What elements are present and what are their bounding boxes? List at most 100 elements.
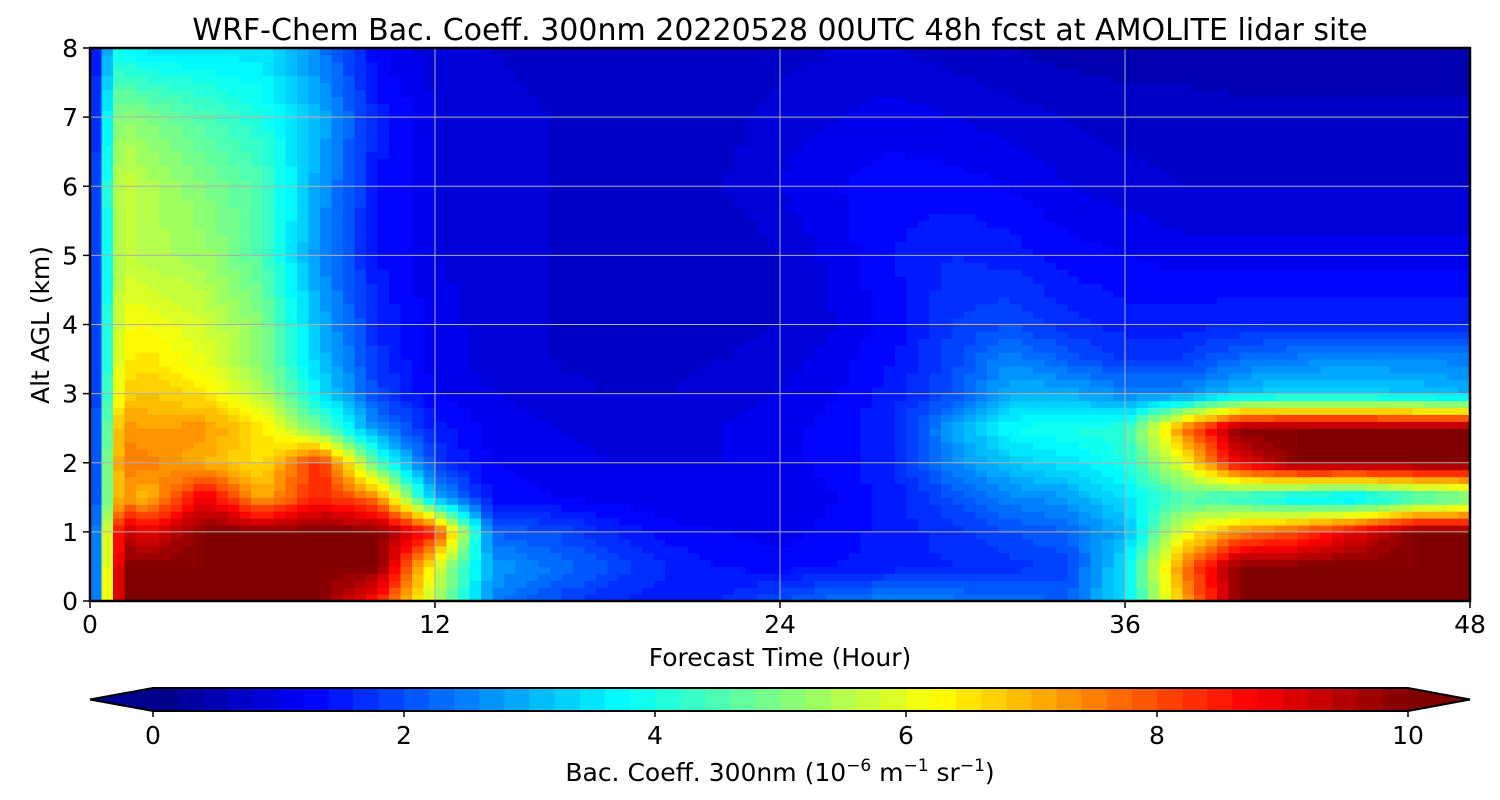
heatmap-cell bbox=[780, 587, 793, 595]
heatmap-cell bbox=[354, 379, 367, 388]
heatmap-cell bbox=[400, 476, 413, 485]
heatmap-cell bbox=[481, 331, 494, 339]
heatmap-cell bbox=[596, 386, 609, 395]
heatmap-cell bbox=[1205, 317, 1218, 326]
heatmap-cell bbox=[711, 483, 724, 491]
heatmap-cell bbox=[446, 365, 459, 374]
heatmap-cell bbox=[1240, 435, 1253, 443]
heatmap-cell bbox=[964, 331, 977, 339]
heatmap-cell bbox=[711, 428, 724, 436]
heatmap-cell bbox=[849, 545, 862, 554]
heatmap-cell bbox=[642, 518, 655, 526]
heatmap-cell bbox=[929, 497, 942, 505]
heatmap-cell bbox=[1251, 594, 1264, 602]
heatmap-cell bbox=[1240, 538, 1253, 547]
heatmap-cell bbox=[297, 580, 310, 588]
heatmap-cell bbox=[469, 379, 482, 388]
heatmap-cell bbox=[285, 400, 298, 409]
heatmap-cell bbox=[745, 594, 758, 602]
heatmap-cell bbox=[849, 462, 862, 471]
heatmap-cell bbox=[1044, 483, 1057, 491]
heatmap-cell bbox=[653, 511, 666, 519]
heatmap-cell bbox=[561, 365, 574, 374]
heatmap-cell bbox=[941, 400, 954, 409]
heatmap-cell bbox=[814, 518, 827, 526]
heatmap-cell bbox=[205, 462, 218, 471]
heatmap-cell bbox=[837, 587, 850, 595]
heatmap-cell bbox=[1079, 490, 1092, 498]
heatmap-cell bbox=[1401, 345, 1414, 353]
heatmap-cell bbox=[895, 476, 908, 485]
heatmap-cell bbox=[929, 435, 942, 443]
heatmap-cell bbox=[1286, 421, 1299, 429]
heatmap-cell bbox=[308, 386, 321, 395]
heatmap-cell bbox=[90, 379, 103, 388]
heatmap-cell bbox=[1159, 580, 1172, 588]
heatmap-cell bbox=[1309, 545, 1322, 554]
heatmap-cell bbox=[182, 476, 195, 485]
heatmap-cell bbox=[826, 442, 839, 450]
heatmap-cell bbox=[101, 365, 114, 374]
heatmap-cell bbox=[1320, 580, 1333, 588]
heatmap-cell bbox=[285, 442, 298, 450]
heatmap-cell bbox=[515, 345, 528, 353]
heatmap-cell bbox=[1435, 497, 1448, 505]
heatmap-cell bbox=[561, 435, 574, 443]
heatmap-cell bbox=[1286, 531, 1299, 540]
heatmap-cell bbox=[1194, 421, 1207, 429]
heatmap-cell bbox=[1125, 372, 1138, 381]
heatmap-cell bbox=[205, 504, 218, 512]
heatmap-cell bbox=[90, 455, 103, 464]
heatmap-cell bbox=[1458, 393, 1471, 402]
heatmap-cell bbox=[1401, 462, 1414, 471]
heatmap-cell bbox=[1148, 448, 1161, 457]
heatmap-cell bbox=[308, 393, 321, 402]
heatmap-cell bbox=[159, 414, 172, 422]
heatmap-cell bbox=[538, 338, 551, 346]
heatmap-cell bbox=[113, 359, 126, 367]
heatmap-cell bbox=[285, 448, 298, 457]
heatmap-cell bbox=[1458, 573, 1471, 581]
heatmap-cell bbox=[320, 483, 333, 491]
heatmap-cell bbox=[90, 552, 103, 561]
heatmap-cell bbox=[1447, 559, 1460, 568]
heatmap-cell bbox=[492, 359, 505, 367]
heatmap-cell bbox=[1136, 365, 1149, 374]
heatmap-cell bbox=[1366, 379, 1379, 388]
heatmap-cell bbox=[1067, 511, 1080, 519]
heatmap-cell bbox=[170, 545, 183, 554]
heatmap-cell bbox=[768, 559, 781, 568]
heatmap-cell bbox=[699, 393, 712, 402]
heatmap-cell bbox=[1067, 462, 1080, 471]
heatmap-cell bbox=[1136, 531, 1149, 540]
heatmap-cell bbox=[1136, 476, 1149, 485]
heatmap-cell bbox=[1228, 448, 1241, 457]
heatmap-cell bbox=[596, 372, 609, 381]
heatmap-cell bbox=[193, 469, 206, 478]
heatmap-cell bbox=[1033, 531, 1046, 540]
heatmap-cell bbox=[1021, 365, 1034, 374]
heatmap-cell bbox=[331, 538, 344, 547]
heatmap-cell bbox=[1113, 531, 1126, 540]
heatmap-cell bbox=[711, 435, 724, 443]
heatmap-cell bbox=[446, 442, 459, 450]
heatmap-cell bbox=[1274, 511, 1287, 519]
heatmap-cell bbox=[538, 352, 551, 360]
heatmap-cell bbox=[1389, 428, 1402, 436]
heatmap-cell bbox=[998, 518, 1011, 526]
heatmap-cell bbox=[1366, 566, 1379, 574]
heatmap-cell bbox=[826, 573, 839, 581]
heatmap-cell bbox=[205, 421, 218, 429]
heatmap-cell bbox=[1424, 365, 1437, 374]
heatmap-cell bbox=[826, 345, 839, 353]
heatmap-cell bbox=[205, 400, 218, 409]
heatmap-cell bbox=[251, 518, 264, 526]
heatmap-cell bbox=[331, 594, 344, 602]
heatmap-cell bbox=[1458, 580, 1471, 588]
heatmap-cell bbox=[906, 386, 919, 395]
heatmap-cell bbox=[596, 414, 609, 422]
heatmap-cell bbox=[262, 594, 275, 602]
heatmap-cell bbox=[768, 580, 781, 588]
heatmap-cell bbox=[1355, 580, 1368, 588]
heatmap-cell bbox=[435, 359, 448, 367]
